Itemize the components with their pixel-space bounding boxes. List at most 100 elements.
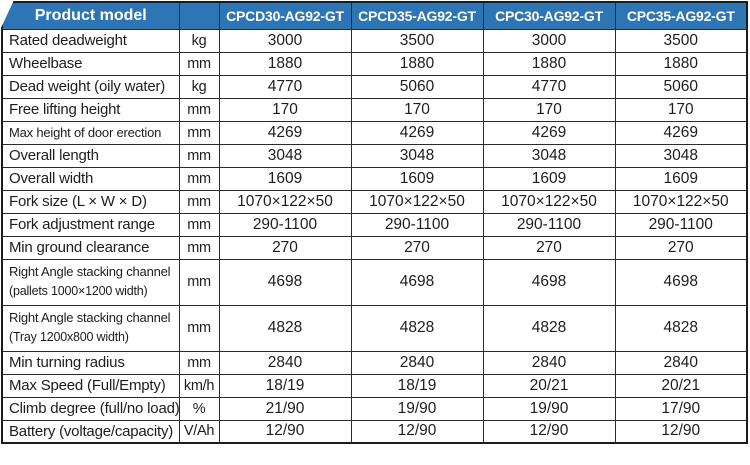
- row-unit: kg: [178, 74, 220, 99]
- table-row: Fork adjustment range mm 290-1100 290-1100 2…: [1, 212, 748, 237]
- row-unit: mm: [178, 189, 220, 214]
- row-label: Free lifting height: [1, 97, 180, 122]
- spec-value: 17/90: [614, 396, 748, 421]
- spec-value: 2840: [350, 350, 484, 375]
- spec-value: 1609: [482, 166, 616, 191]
- spec-value: 170: [482, 97, 616, 122]
- spec-value: 19/90: [350, 396, 484, 421]
- product-model-header: Product model: [1, 1, 180, 30]
- spec-value: 270: [482, 235, 616, 260]
- row-label: Max Speed (Full/Empty): [1, 373, 180, 398]
- row-label: Dead weight (oily water): [1, 74, 180, 99]
- row-unit: mm: [178, 212, 220, 237]
- spec-value: 3048: [218, 143, 352, 168]
- table-row: Right Angle stacking channel (pallets 100…: [1, 258, 748, 306]
- row-unit: mm: [178, 166, 220, 191]
- table-row: Dead weight (oily water) kg 4770 5060 4770 50…: [1, 74, 748, 99]
- spec-value: 1880: [482, 51, 616, 76]
- column-header-model: CPCD35-AG92-GT: [350, 1, 484, 30]
- spec-value: 3048: [350, 143, 484, 168]
- spec-value: 270: [218, 235, 352, 260]
- row-label: Rated deadweight: [1, 28, 180, 53]
- spec-value: 4828: [614, 304, 748, 352]
- row-label: Wheelbase: [1, 51, 180, 76]
- spec-value: 2840: [218, 350, 352, 375]
- table-row: Fork size (L × W × D) mm 1070×122×50 1070×1…: [1, 189, 748, 214]
- table-row: Free lifting height mm 170 170 170 170: [1, 97, 748, 122]
- spec-value: 4828: [218, 304, 352, 352]
- spec-value: 4828: [482, 304, 616, 352]
- row-unit: mm: [178, 51, 220, 76]
- table-row: Right Angle stacking channel (Tray 1200x8…: [1, 304, 748, 352]
- spec-value: 3048: [614, 143, 748, 168]
- spec-value: 12/90: [482, 419, 616, 444]
- spec-value: 5060: [614, 74, 748, 99]
- row-unit: mm: [178, 143, 220, 168]
- spec-value: 4698: [614, 258, 748, 306]
- spec-value: 4770: [482, 74, 616, 99]
- spec-value: 1609: [614, 166, 748, 191]
- spec-value: 1070×122×50: [614, 189, 748, 214]
- spec-value: 1609: [350, 166, 484, 191]
- spec-value: 1880: [350, 51, 484, 76]
- spec-value: 3000: [218, 28, 352, 53]
- row-label: Right Angle stacking channel (pallets 100…: [1, 258, 180, 306]
- row-label: Right Angle stacking channel (Tray 1200x8…: [1, 304, 180, 352]
- spec-value: 3500: [350, 28, 484, 53]
- table-row: Min turning radius mm 2840 2840 2840 2840: [1, 350, 748, 375]
- spec-value: 290-1100: [482, 212, 616, 237]
- spec-value: 18/19: [218, 373, 352, 398]
- spec-value: 4770: [218, 74, 352, 99]
- spec-value: 2840: [614, 350, 748, 375]
- row-label: Fork size (L × W × D): [1, 189, 180, 214]
- column-header-model: CPC30-AG92-GT: [482, 1, 616, 30]
- row-unit: %: [178, 396, 220, 421]
- spec-value: 4698: [350, 258, 484, 306]
- spec-value: 20/21: [614, 373, 748, 398]
- spec-value: 3500: [614, 28, 748, 53]
- column-header-model: CPCD30-AG92-GT: [218, 1, 352, 30]
- product-spec-table: Product model CPCD30-AG92-GT CPCD35-AG92-…: [1, 1, 748, 444]
- row-label-line: (pallets 1000×1200 width): [9, 284, 148, 299]
- row-label: Min ground clearance: [1, 235, 180, 260]
- spec-value: 270: [350, 235, 484, 260]
- spec-value: 290-1100: [614, 212, 748, 237]
- spec-value: 1070×122×50: [350, 189, 484, 214]
- row-unit: mm: [178, 350, 220, 375]
- row-unit: mm: [178, 258, 220, 306]
- spec-value: 1609: [218, 166, 352, 191]
- spec-value: 170: [218, 97, 352, 122]
- table-row: Battery (voltage/capacity) V/Ah 12/90 12/90…: [1, 419, 748, 444]
- table-row: Rated deadweight kg 3000 3500 3000 3500: [1, 28, 748, 53]
- row-label: Climb degree (full/no load): [1, 396, 180, 421]
- spec-value: 19/90: [482, 396, 616, 421]
- spec-value: 2840: [482, 350, 616, 375]
- spec-value: 4698: [218, 258, 352, 306]
- table-row: Climb degree (full/no load)% 21/90 19/90 19…: [1, 396, 748, 421]
- row-label-line: Right Angle stacking channel: [9, 264, 171, 280]
- table-row: Max Speed (Full/Empty) km/h 18/19 18/19 20/2…: [1, 373, 748, 398]
- row-unit: mm: [178, 235, 220, 260]
- spec-value: 290-1100: [218, 212, 352, 237]
- spec-value: 18/19: [350, 373, 484, 398]
- spec-value: 4269: [218, 120, 352, 145]
- spec-value: 4698: [482, 258, 616, 306]
- spec-value: 12/90: [350, 419, 484, 444]
- spec-value: 12/90: [218, 419, 352, 444]
- row-label: Min turning radius: [1, 350, 180, 375]
- spec-value: 290-1100: [350, 212, 484, 237]
- spec-value: 12/90: [614, 419, 748, 444]
- row-label-line: Right Angle stacking channel: [9, 310, 171, 326]
- spec-value: 170: [350, 97, 484, 122]
- row-unit: mm: [178, 304, 220, 352]
- table-row: Overall width mm 1609 1609 1609 1609: [1, 166, 748, 191]
- row-unit: km/h: [178, 373, 220, 398]
- spec-value: 5060: [350, 74, 484, 99]
- row-label: Max height of door erection: [1, 120, 180, 145]
- row-label: Overall width: [1, 166, 180, 191]
- spec-value: 3000: [482, 28, 616, 53]
- row-unit: V/Ah: [178, 419, 220, 444]
- table-row: Min ground clearance mm 270 270 270 270: [1, 235, 748, 260]
- table-header-row: Product model CPCD30-AG92-GT CPCD35-AG92-…: [1, 1, 748, 30]
